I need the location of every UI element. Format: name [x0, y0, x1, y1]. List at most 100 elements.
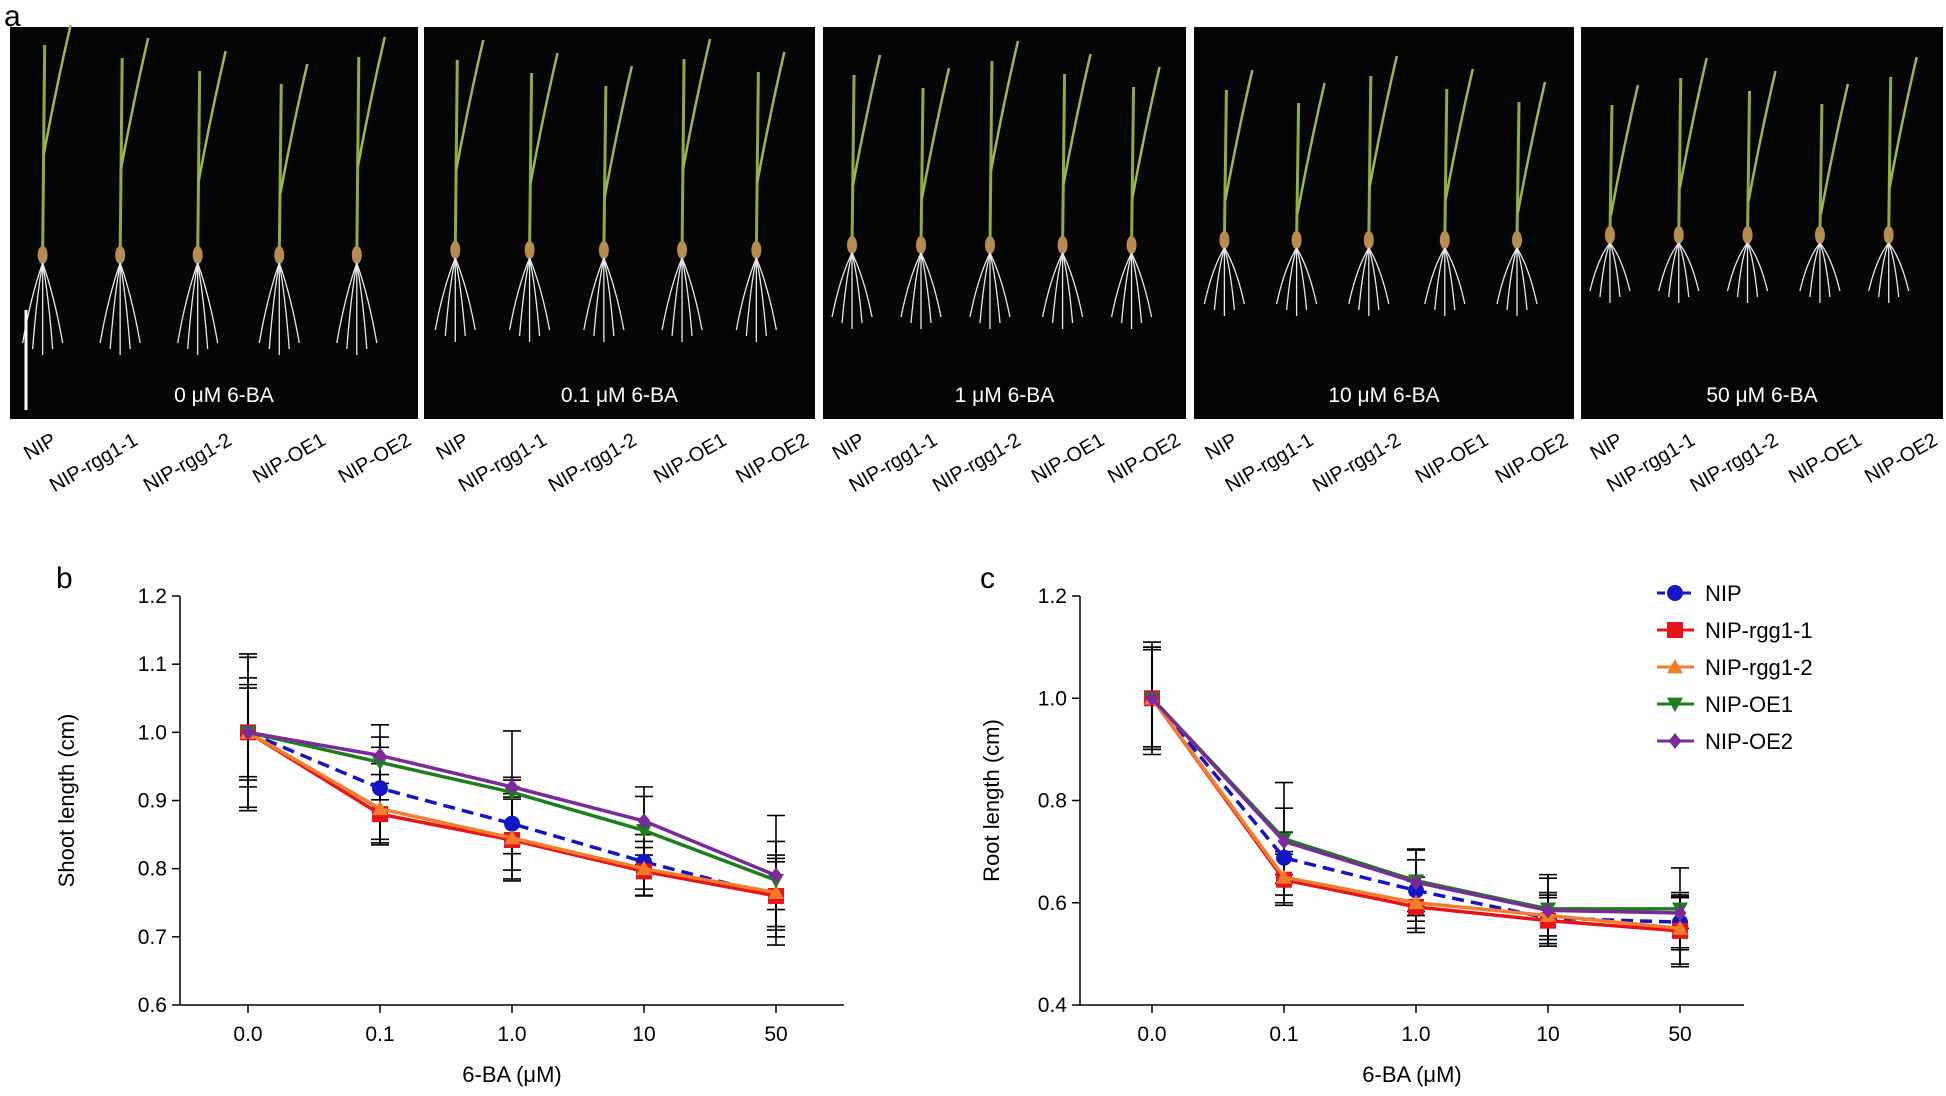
x-tick-label: 1.0	[1401, 1023, 1430, 1046]
genotype-label: NIP-rgg1-2	[929, 429, 1025, 497]
marker	[1276, 869, 1292, 884]
genotype-label: NIP-OE1	[650, 429, 730, 488]
root	[851, 252, 873, 318]
seed	[1512, 231, 1522, 249]
photo	[823, 27, 1186, 419]
x-axis-title: 6-BA (μM)	[462, 1062, 561, 1087]
plant-shoot	[754, 71, 760, 251]
marker	[636, 860, 652, 876]
marker	[1541, 902, 1555, 919]
plant-leaf	[989, 40, 1020, 172]
y-tick-label: 0.6	[138, 994, 167, 1017]
x-tick-label: 0.0	[233, 1023, 262, 1046]
photo	[10, 27, 418, 419]
root	[518, 257, 531, 337]
marker	[241, 724, 255, 741]
root	[1296, 247, 1318, 305]
marker	[1145, 690, 1159, 707]
root	[177, 262, 199, 344]
x-tick-label: 10	[1536, 1023, 1559, 1046]
seed	[1883, 226, 1894, 244]
root	[755, 257, 767, 337]
marker	[1672, 920, 1688, 935]
root	[99, 262, 121, 344]
root	[528, 257, 541, 337]
x-tick-label: 0.1	[365, 1023, 394, 1046]
plant-leaf	[529, 52, 559, 184]
plant-shoot	[355, 56, 361, 256]
legend-marker	[1667, 585, 1683, 601]
seed	[1814, 226, 1825, 244]
genotype-label: NIP-OE2	[732, 429, 812, 488]
genotype-label: NIP	[433, 429, 473, 465]
genotype-label: NIP-OE1	[1412, 429, 1492, 488]
plant-leaf	[1516, 81, 1547, 213]
plant-leaf	[1131, 66, 1161, 198]
photo	[424, 27, 815, 419]
root	[1275, 247, 1298, 305]
concentration-label: 0.1 μM 6-BA	[561, 384, 678, 407]
genotype-label: NIP-OE2	[1492, 429, 1572, 488]
root	[1819, 242, 1831, 298]
root	[1609, 242, 1621, 298]
root	[454, 257, 466, 337]
legend-label: NIP	[1705, 581, 1742, 606]
plant-leaf	[756, 51, 786, 183]
root	[1130, 252, 1153, 318]
root	[1516, 247, 1538, 305]
plant-shoot	[196, 70, 202, 256]
x-tick-label: 0.0	[1137, 1023, 1166, 1046]
plant-leaf	[279, 63, 309, 195]
root	[454, 257, 476, 331]
seed	[677, 241, 688, 259]
root	[1213, 247, 1226, 311]
seed	[192, 246, 203, 264]
root	[1368, 247, 1390, 305]
root	[31, 262, 44, 350]
root	[508, 257, 531, 331]
marker	[768, 884, 784, 899]
genotype-label: NIP-OE2	[1861, 429, 1941, 488]
seed	[984, 236, 995, 254]
root	[1061, 252, 1084, 318]
root	[197, 262, 219, 344]
root	[21, 262, 44, 344]
root	[1809, 242, 1821, 298]
root	[356, 262, 378, 344]
seed	[37, 246, 48, 264]
plant-shoot	[1608, 104, 1614, 236]
root	[989, 252, 1001, 324]
y-tick-label: 0.7	[138, 926, 167, 949]
root	[1424, 247, 1446, 305]
plant-leaf	[603, 65, 634, 197]
root	[1496, 247, 1518, 305]
plant-leaf	[1888, 56, 1918, 188]
root	[1130, 252, 1143, 324]
x-tick-label: 50	[1668, 1023, 1691, 1046]
plant-shoot	[1295, 102, 1301, 241]
root	[1516, 247, 1528, 311]
root	[1599, 242, 1611, 298]
plant-shoot	[1677, 77, 1683, 236]
panel-label: a	[4, 0, 21, 33]
x-tick-label: 1.0	[497, 1023, 526, 1046]
seed	[1126, 236, 1137, 254]
genotype-label: NIP-OE1	[1785, 429, 1865, 488]
root	[681, 257, 703, 331]
root	[278, 262, 300, 344]
genotype-label: NIP-rgg1-2	[1686, 429, 1782, 497]
marker	[1408, 882, 1424, 899]
plant-shoot	[118, 57, 124, 256]
genotype-label: NIP-OE2	[335, 429, 415, 488]
root	[187, 262, 199, 350]
root	[346, 262, 358, 350]
marker	[1277, 833, 1291, 850]
marker	[505, 778, 519, 795]
root	[1888, 242, 1900, 298]
y-tick-label: 1.2	[138, 585, 167, 608]
plant-shoot	[1222, 89, 1228, 241]
plant-shoot	[453, 59, 459, 251]
marker	[504, 815, 520, 832]
root	[1120, 252, 1133, 324]
